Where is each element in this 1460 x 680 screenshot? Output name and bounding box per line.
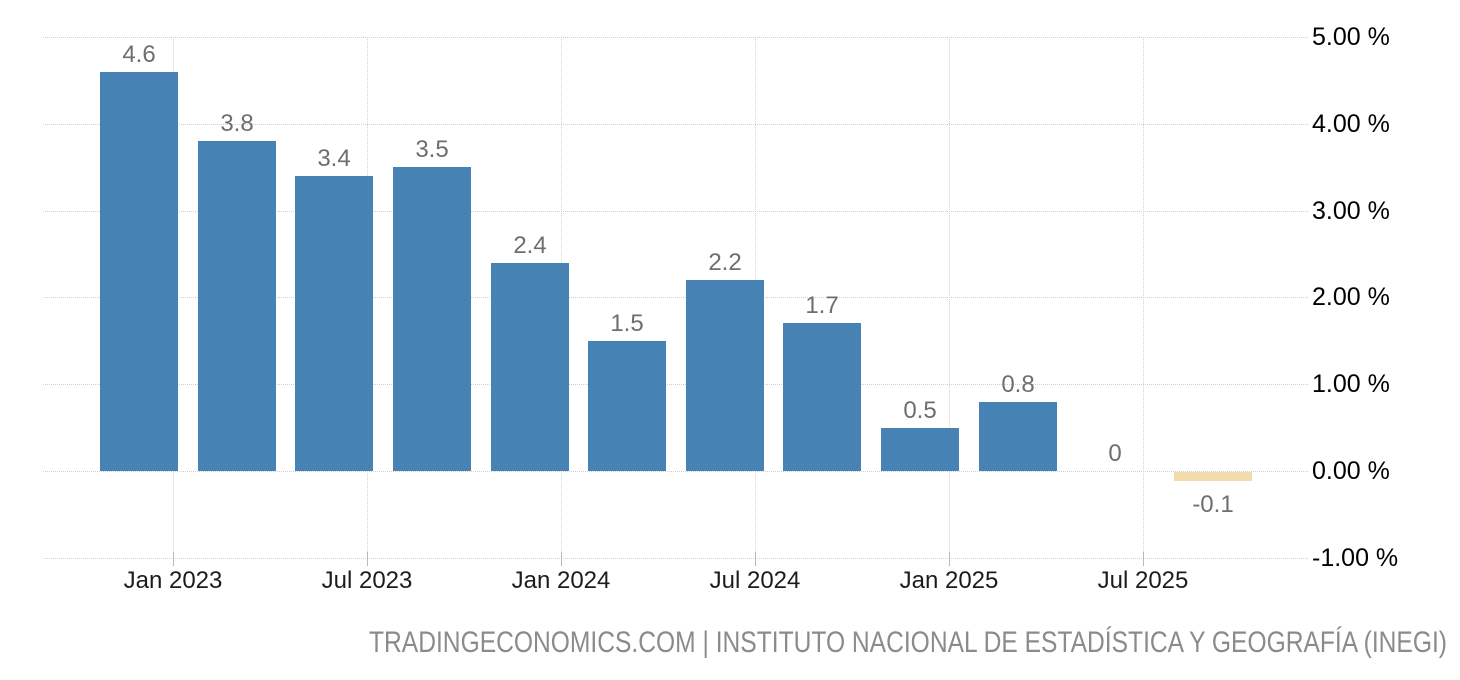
v-gridline	[1143, 37, 1144, 558]
bar[interactable]	[295, 176, 373, 471]
bar[interactable]	[491, 263, 569, 471]
x-axis-tick	[561, 552, 562, 566]
x-axis-label: Jul 2024	[709, 567, 801, 594]
bar-value-label: 2.2	[708, 249, 742, 276]
forecast-bar[interactable]	[1174, 472, 1252, 481]
bar-value-label: 4.6	[122, 41, 156, 68]
x-axis-label: Jan 2025	[899, 567, 999, 594]
bar-value-label: -0.1	[1192, 491, 1234, 518]
y-axis-label: -1.00 %	[1312, 544, 1399, 572]
y-axis-label: 1.00 %	[1312, 370, 1390, 398]
bar-value-label: 0.5	[903, 397, 937, 424]
bar[interactable]	[783, 323, 861, 471]
bar-value-label: 1.7	[805, 292, 839, 319]
y-axis-label: 2.00 %	[1312, 283, 1390, 311]
x-axis-label: Jul 2023	[321, 567, 413, 594]
bar-value-label: 0	[1108, 440, 1122, 467]
y-axis-label: 3.00 %	[1312, 197, 1390, 225]
y-axis-label: 4.00 %	[1312, 110, 1390, 138]
bar[interactable]	[588, 341, 666, 471]
source-attribution: TRADINGECONOMICS.COM | INSTITUTO NACIONA…	[369, 626, 1447, 659]
h-gridline	[43, 211, 1308, 212]
h-gridline	[43, 297, 1308, 298]
bar[interactable]	[979, 402, 1057, 471]
bar[interactable]	[686, 280, 764, 471]
x-axis-tick	[755, 552, 756, 566]
bar-value-label: 2.4	[513, 232, 547, 259]
x-axis-tick	[949, 552, 950, 566]
bar-value-label: 3.4	[317, 145, 351, 172]
h-gridline	[43, 558, 1308, 559]
x-axis-tick	[367, 552, 368, 566]
v-gridline	[949, 37, 950, 558]
x-axis-label: Jan 2023	[123, 567, 223, 594]
bar[interactable]	[198, 141, 276, 471]
bar-value-label: 3.5	[415, 136, 449, 163]
h-gridline	[43, 37, 1308, 38]
x-axis-tick	[1143, 552, 1144, 566]
x-axis-label: Jan 2024	[511, 567, 611, 594]
x-axis-tick	[173, 552, 174, 566]
bar[interactable]	[100, 72, 178, 471]
h-gridline	[43, 124, 1308, 125]
x-axis-label: Jul 2025	[1097, 567, 1189, 594]
h-gridline	[43, 384, 1308, 385]
bar[interactable]	[881, 428, 959, 471]
bar-value-label: 1.5	[610, 310, 644, 337]
bar-value-label: 0.8	[1001, 371, 1035, 398]
bar-value-label: 3.8	[220, 110, 254, 137]
bar[interactable]	[393, 167, 471, 471]
y-axis-label: 0.00 %	[1312, 457, 1390, 485]
h-gridline	[43, 471, 1308, 472]
y-axis-label: 5.00 %	[1312, 23, 1390, 51]
